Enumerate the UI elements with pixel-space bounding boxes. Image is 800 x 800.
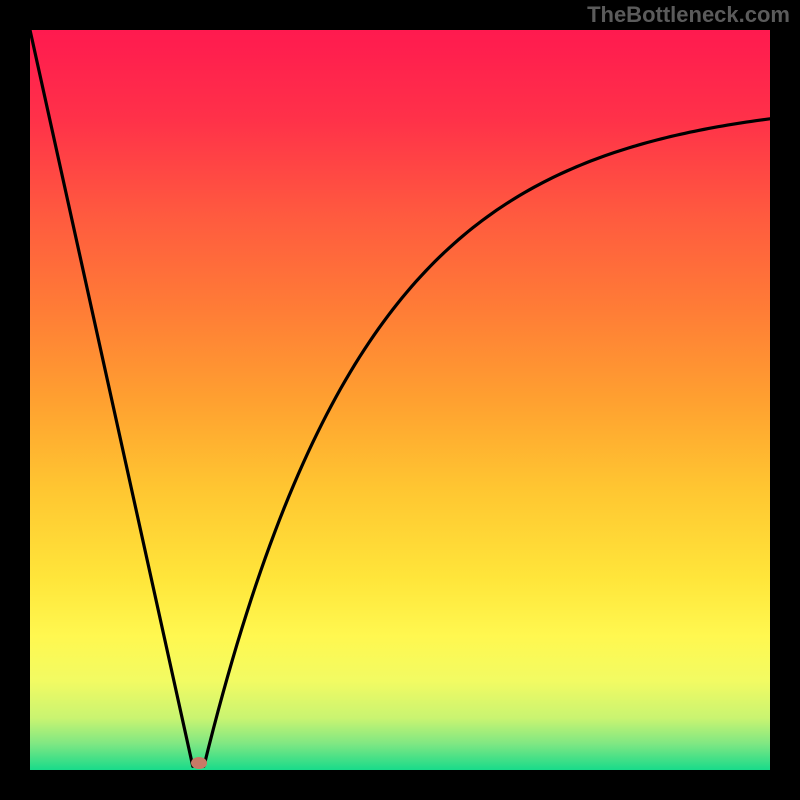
plot-area xyxy=(30,30,770,770)
optimum-marker xyxy=(191,757,207,769)
chart-container: TheBottleneck.com xyxy=(0,0,800,800)
watermark-text: TheBottleneck.com xyxy=(587,2,790,28)
curve-svg xyxy=(30,30,770,770)
